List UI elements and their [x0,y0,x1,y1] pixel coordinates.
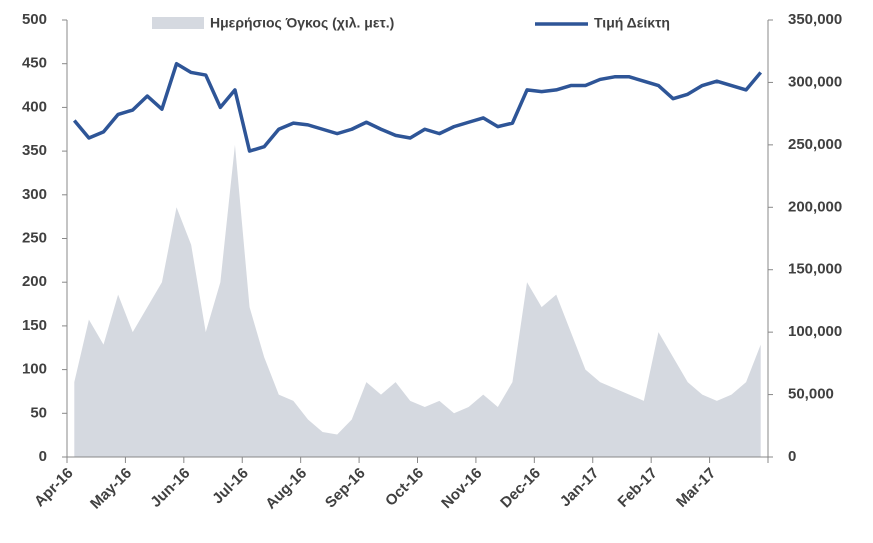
x-tick-label: Jan-17 [557,465,603,511]
x-tick-label: Jun-16 [147,465,193,511]
y-tick-label: 450 [22,55,47,72]
x-tick-label: Apr-16 [31,465,77,511]
y-tick-label: 0 [39,448,47,465]
y2-tick-label: 250,000 [788,136,842,153]
legend-label: Τιμή Δείκτη [594,15,670,31]
y2-tick-label: 350,000 [788,11,842,28]
y2-tick-label: 200,000 [788,198,842,215]
y2-tick-label: 300,000 [788,73,842,90]
x-tick-label: May-16 [87,465,135,513]
y-tick-label: 350 [22,142,47,159]
legend-swatch [152,17,204,29]
x-tick-label: Sep-16 [322,465,369,512]
x-tick-label: Nov-16 [438,465,485,512]
x-tick-label: Mar-17 [673,465,719,511]
volume-area [74,144,761,457]
x-tick-label: Feb-17 [615,465,661,511]
y-tick-label: 250 [22,229,47,246]
y-tick-label: 200 [22,273,47,290]
x-tick-label: Dec-16 [497,465,544,512]
price-line [72,61,763,153]
x-tick-label: Jul-16 [209,465,252,508]
y2-tick-label: 50,000 [788,386,834,403]
x-tick-label: Aug-16 [262,465,310,513]
y-tick-label: 500 [22,11,47,28]
y2-tick-label: 100,000 [788,323,842,340]
x-tick-label: Oct-16 [382,465,427,510]
y-tick-label: 150 [22,317,47,334]
y-tick-label: 100 [22,361,47,378]
y-tick-label: 400 [22,98,47,115]
legend-label: Ημερήσιος Όγκος (χιλ. μετ.) [210,15,394,31]
y-tick-label: 50 [30,404,47,421]
y2-tick-label: 0 [788,448,796,465]
y2-tick-label: 150,000 [788,261,842,278]
y-tick-label: 300 [22,186,47,203]
